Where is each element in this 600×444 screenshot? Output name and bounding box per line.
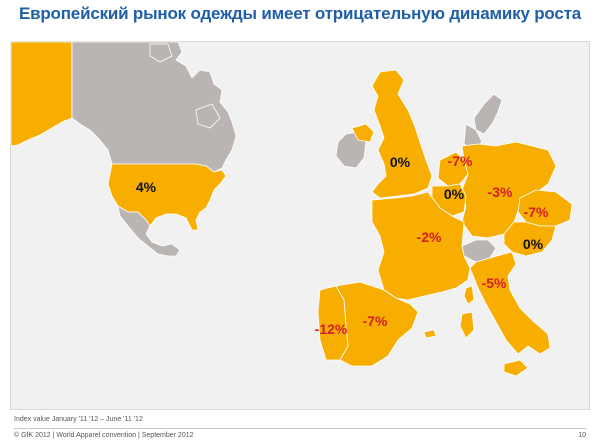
- copyright-text: © GfK 2012 | World Apparel convention | …: [14, 432, 194, 439]
- canada-island-1: [149, 43, 173, 63]
- france-shape: [371, 191, 471, 301]
- france-value-label: -2%: [416, 229, 442, 245]
- austria-value-label: 0%: [522, 236, 544, 252]
- czech-shape: [517, 189, 573, 227]
- usa-value-label: 4%: [135, 179, 157, 195]
- northern-ireland-shape: [351, 123, 375, 143]
- canada-shape: [71, 41, 237, 173]
- netherlands-shape: [437, 151, 469, 187]
- uk-value-label: 0%: [389, 154, 411, 170]
- italy-value-label: -5%: [481, 275, 507, 291]
- corsica-shape: [463, 285, 475, 305]
- germany-value-label: -3%: [487, 184, 513, 200]
- scandinavia-shape: [473, 93, 503, 135]
- uk-shape: [371, 69, 433, 199]
- sardinia-shape: [459, 311, 475, 339]
- balearic-shape: [423, 329, 437, 339]
- footnote: Index value January '11 '12 – June '11 '…: [14, 416, 143, 423]
- mexico-shape: [117, 205, 181, 257]
- czech-value-label: -7%: [523, 204, 549, 220]
- page-number: 10: [578, 432, 586, 439]
- sicily-shape: [503, 359, 529, 377]
- footer-divider: [14, 428, 586, 429]
- netherlands-value-label: -7%: [447, 153, 473, 169]
- belgium-value-label: 0%: [443, 186, 465, 202]
- austria-shape: [503, 221, 557, 257]
- switzerland-shape: [461, 239, 497, 263]
- italy-shape: [469, 251, 551, 355]
- slide-title: Европейский рынок одежды имеет отрицател…: [18, 4, 582, 23]
- canada-island-2: [195, 103, 221, 129]
- portugal-value-label: -12%: [314, 321, 348, 337]
- spain-value-label: -7%: [362, 313, 388, 329]
- portugal-shape: [317, 285, 349, 361]
- alaska-shape: [10, 41, 73, 147]
